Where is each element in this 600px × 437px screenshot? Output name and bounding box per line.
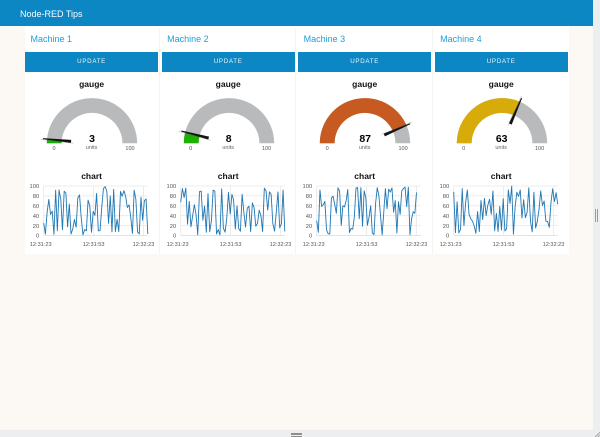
svg-text:80: 80 [306,194,312,200]
svg-text:60: 60 [306,204,312,210]
svg-text:80: 80 [442,194,448,200]
svg-text:12:31:53: 12:31:53 [83,242,105,248]
svg-text:12:32:23: 12:32:23 [406,242,428,248]
svg-text:12:31:53: 12:31:53 [219,242,241,248]
svg-text:12:31:23: 12:31:23 [439,242,461,248]
svg-text:12:32:23: 12:32:23 [133,242,155,248]
svg-text:12:31:23: 12:31:23 [303,242,325,248]
svg-text:100: 100 [166,184,176,190]
svg-text:40: 40 [33,214,39,220]
svg-text:20: 20 [442,224,448,230]
svg-text:80: 80 [169,194,175,200]
svg-text:12:31:53: 12:31:53 [492,242,514,248]
svg-text:0: 0 [36,234,39,240]
svg-text:100: 100 [30,184,40,190]
svg-text:12:31:53: 12:31:53 [356,242,378,248]
svg-text:40: 40 [442,214,448,220]
svg-text:60: 60 [169,204,175,210]
svg-text:0: 0 [446,234,449,240]
svg-text:20: 20 [33,224,39,230]
svg-text:12:32:23: 12:32:23 [269,242,291,248]
svg-text:12:31:23: 12:31:23 [166,242,188,248]
svg-text:100: 100 [303,184,313,190]
svg-text:12:32:23: 12:32:23 [542,242,564,248]
svg-text:40: 40 [169,214,175,220]
svg-text:40: 40 [306,214,312,220]
svg-text:60: 60 [442,204,448,210]
svg-text:100: 100 [439,184,449,190]
svg-text:80: 80 [33,194,39,200]
svg-text:20: 20 [306,224,312,230]
svg-text:0: 0 [173,234,176,240]
svg-text:20: 20 [169,224,175,230]
svg-text:0: 0 [309,234,312,240]
svg-text:12:31:23: 12:31:23 [30,242,52,248]
svg-text:60: 60 [33,204,39,210]
